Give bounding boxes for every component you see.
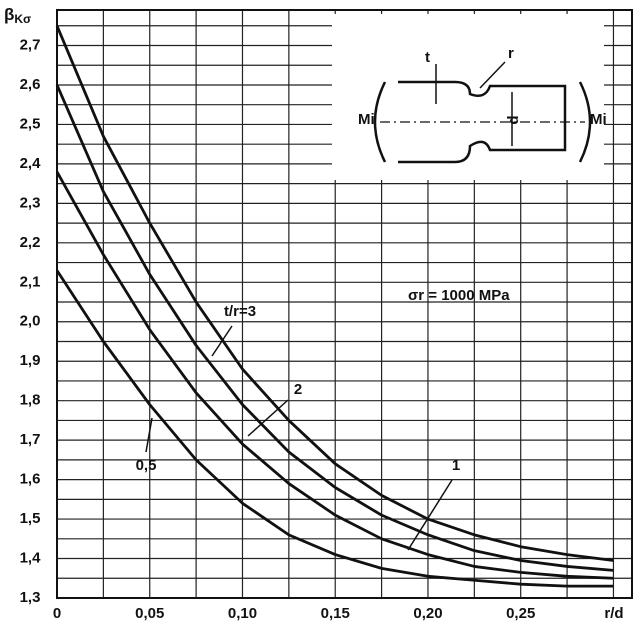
labels: βKσ r/d σr = 1000 MPa 1,3 1,4 1,5 1,6 1,7 1,8…	[4, 5, 624, 621]
curve-label: t/r=3	[224, 303, 256, 320]
curve	[55, 269, 614, 588]
y-tick-label: 1,6	[20, 471, 41, 488]
x-tick-label: 0,20	[413, 605, 442, 622]
x-tick-label: 0,15	[321, 605, 350, 622]
curve-label: 1	[452, 457, 460, 474]
x-axis-label: r/d	[604, 605, 623, 622]
inset-label: Mi	[590, 111, 607, 128]
curves	[55, 25, 614, 588]
y-tick-label: 2,7	[20, 36, 41, 53]
y-axis-label: βKσ	[4, 5, 31, 26]
leader-line	[211, 325, 233, 357]
y-tick-label: 1,4	[20, 550, 42, 567]
y-tick-label: 1,9	[20, 352, 41, 369]
inset-label: Mi	[358, 111, 375, 128]
y-tick-label: 2,2	[20, 234, 41, 251]
curve	[55, 84, 614, 572]
x-tick-label: 0,10	[228, 605, 257, 622]
inset-label: r	[508, 45, 514, 62]
curve-label: 2	[294, 381, 302, 398]
y-tick-label: 1,5	[20, 510, 41, 527]
curve	[55, 171, 614, 580]
y-tick-label: 2,4	[20, 155, 42, 172]
leader-line	[247, 399, 289, 437]
inset-diagram: Mi Mi t r d	[332, 14, 607, 180]
grid	[56, 9, 633, 599]
y-tick-label: 2,1	[20, 273, 41, 290]
y-tick-label: 1,8	[20, 392, 41, 409]
y-label-sub: Kσ	[14, 12, 31, 26]
x-tick-label: 0,25	[506, 605, 535, 622]
x-tick-label: 0,05	[135, 605, 164, 622]
y-tick-label: 1,3	[20, 589, 41, 606]
inset-label: t	[425, 49, 430, 66]
y-label: β	[4, 5, 14, 24]
x-tick-label: 0	[53, 605, 61, 622]
curve-label: 0,5	[136, 457, 157, 474]
plot-frame	[56, 9, 633, 599]
y-tick-label: 2,6	[20, 76, 41, 93]
shaft	[373, 61, 592, 164]
annotation: σr = 1000 MPa	[408, 287, 510, 304]
y-tick-label: 2,5	[20, 115, 41, 132]
leader-line	[145, 417, 153, 453]
y-tick-label: 2,0	[20, 313, 41, 330]
y-tick-label: 1,7	[20, 431, 41, 448]
inset-label: d	[505, 115, 522, 124]
y-tick-label: 2,3	[20, 194, 41, 211]
curve	[55, 25, 614, 562]
leader-line	[407, 479, 453, 551]
